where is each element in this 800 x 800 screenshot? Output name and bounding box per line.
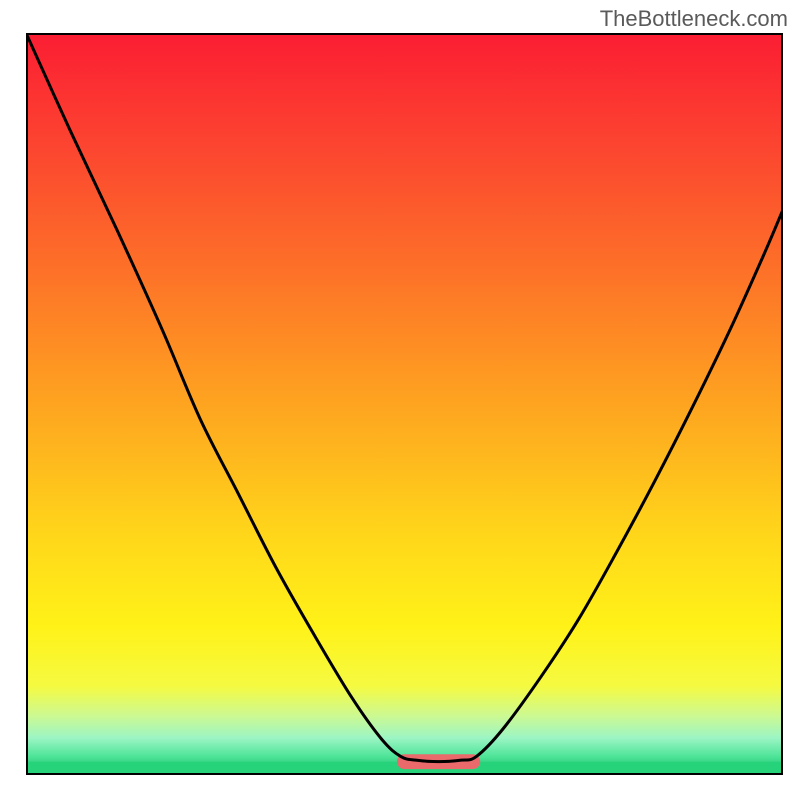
watermark-text: TheBottleneck.com	[600, 6, 788, 32]
bottleneck-chart	[0, 0, 800, 800]
chart-stage: TheBottleneck.com	[0, 0, 800, 800]
plot-area	[26, 33, 783, 775]
gradient-background	[26, 33, 783, 775]
